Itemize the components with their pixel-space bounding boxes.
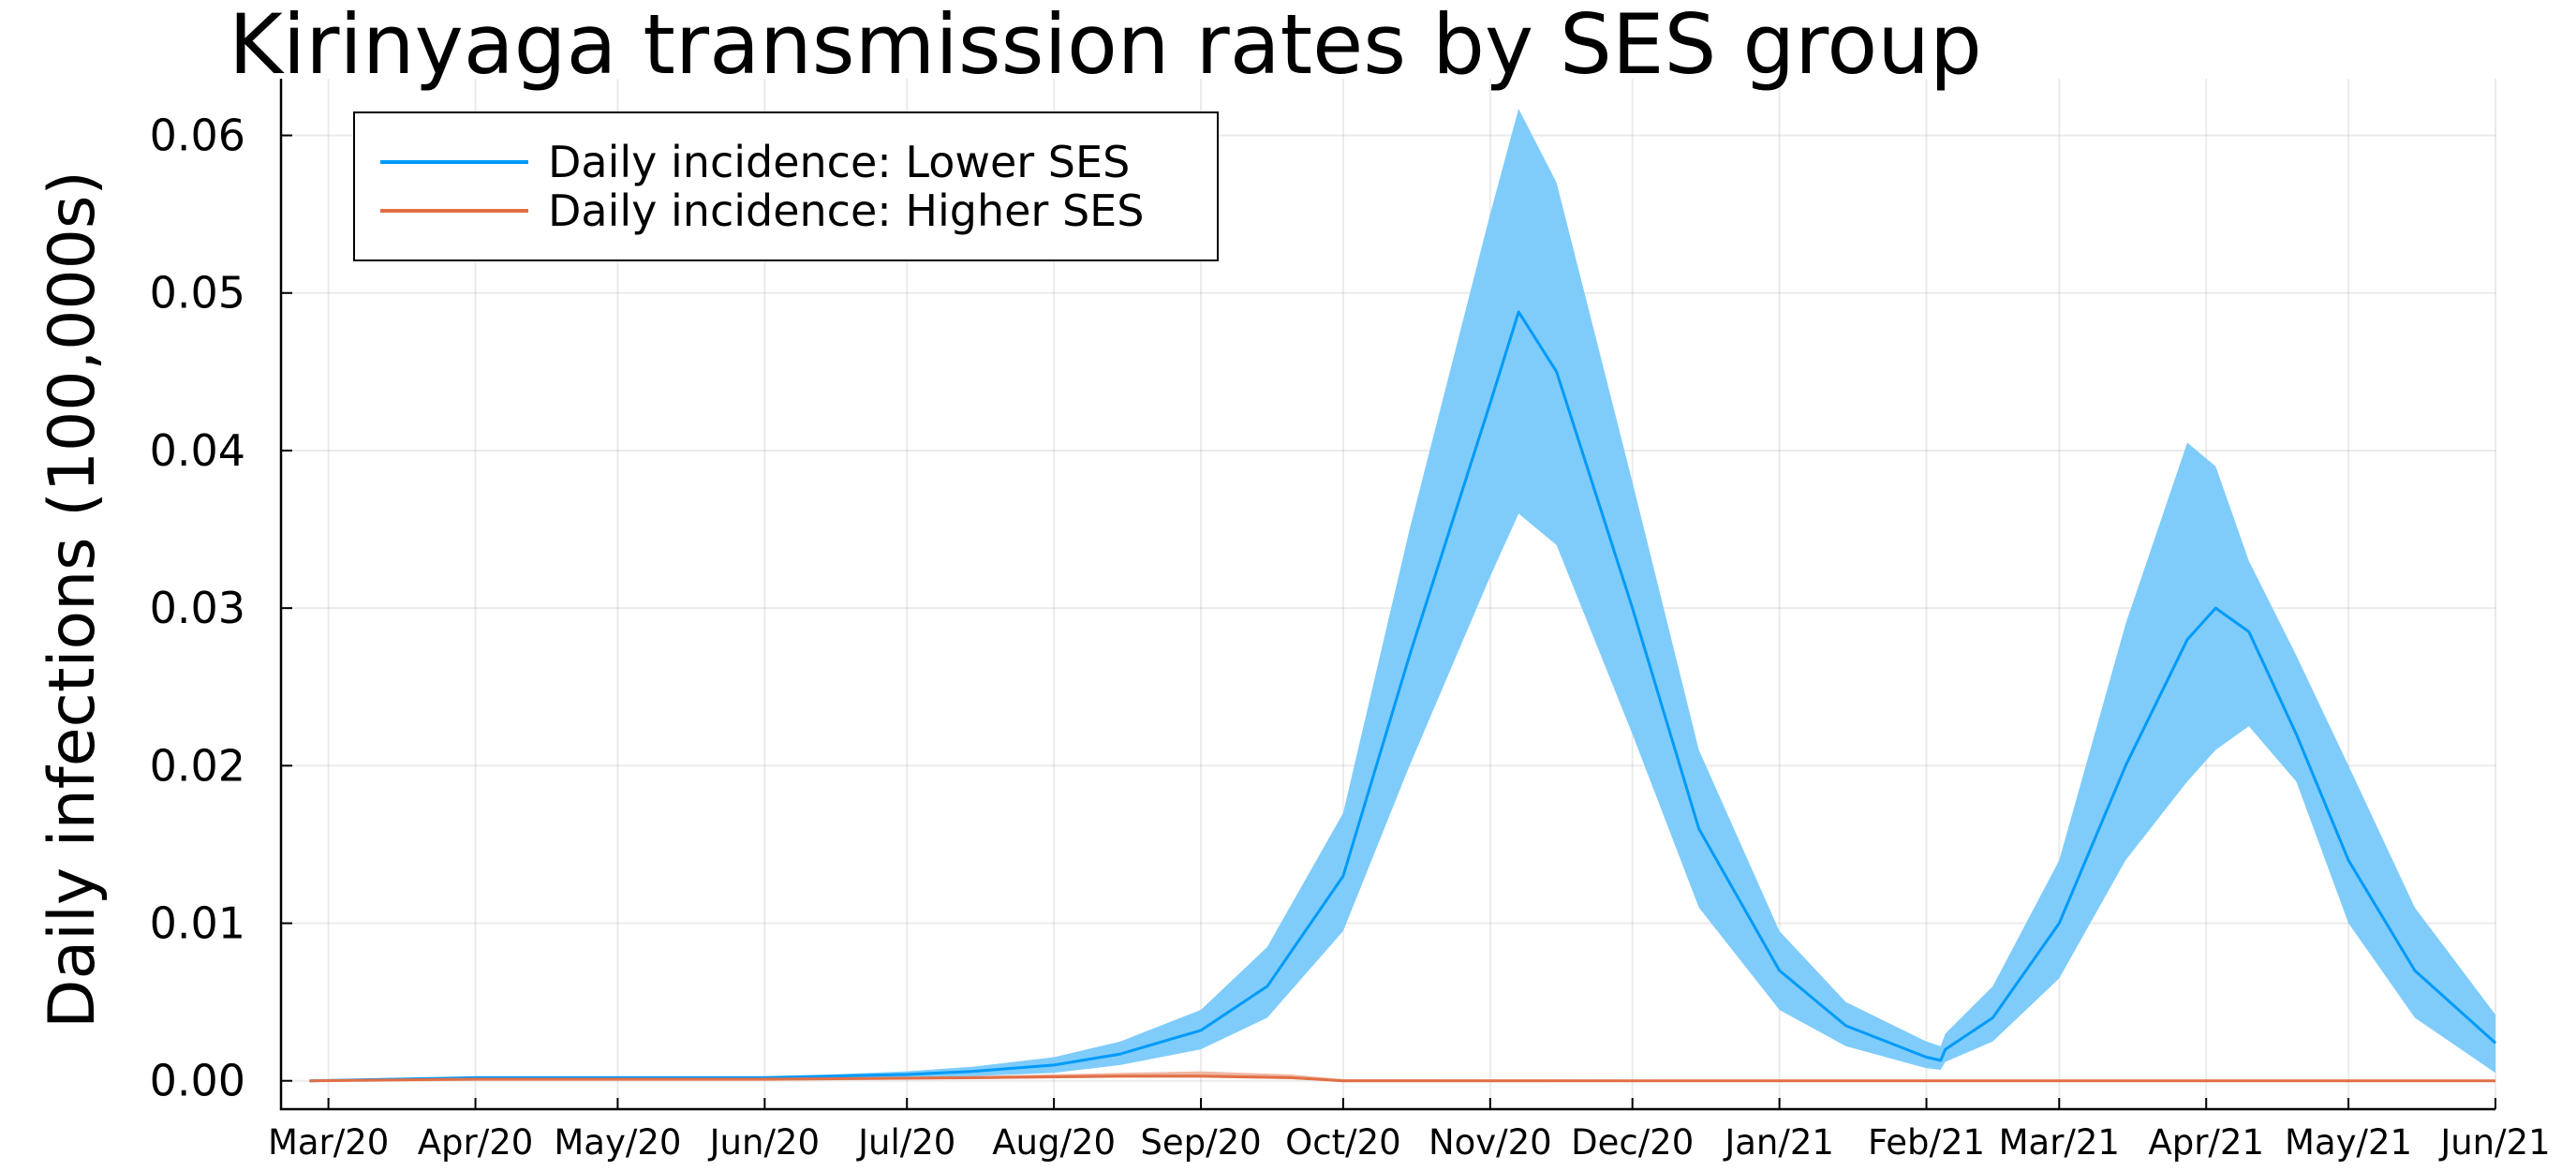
x-tick-label: Jul/20: [856, 1122, 955, 1163]
x-tick-label: Apr/20: [418, 1122, 534, 1163]
chart-title: Kirinyaga transmission rates by SES grou…: [229, 0, 1982, 93]
y-tick-label: 0.03: [150, 583, 245, 633]
x-tick-label: Aug/20: [992, 1122, 1116, 1163]
x-tick-label: Jan/21: [1723, 1122, 1834, 1163]
x-tick-label: Nov/20: [1429, 1122, 1552, 1163]
plot-axes: [279, 79, 2495, 1111]
x-tick-label: Oct/20: [1285, 1122, 1401, 1163]
y-tick-labels: 0.00 0.01 0.02 0.03 0.04 0.05 0.06: [150, 111, 292, 1106]
x-tick-label: Sep/20: [1140, 1122, 1261, 1163]
y-tick-label: 0.00: [150, 1056, 245, 1106]
legend: Daily incidence: Lower SES Daily inciden…: [353, 111, 1219, 261]
y-tick-label: 0.04: [150, 425, 245, 476]
x-tick-label: Mar/20: [268, 1122, 389, 1163]
legend-label-higher-ses: Daily incidence: Higher SES: [548, 185, 1144, 236]
y-tick-label: 0.02: [150, 740, 245, 791]
y-axis-label: Daily infections (100,000s): [36, 170, 110, 1029]
x-tick-label: Feb/21: [1868, 1122, 1985, 1163]
x-tick-label: May/21: [2285, 1122, 2412, 1163]
x-tick-label: May/20: [554, 1122, 681, 1163]
x-tick-label: Mar/21: [1999, 1122, 2120, 1163]
y-tick-label: 0.01: [150, 898, 245, 949]
x-tick-labels: Mar/20 Apr/20 May/20 Jun/20 Jul/20 Aug/20 Sep/…: [268, 1098, 2551, 1163]
line-higher-ses: [309, 1075, 2495, 1083]
band-lower-ses: [309, 109, 2496, 1081]
x-tick-label: Dec/20: [1571, 1122, 1694, 1163]
x-tick-label: Apr/21: [2148, 1122, 2264, 1163]
x-tick-label: Jun/20: [708, 1122, 820, 1163]
legend-label-lower-ses: Daily incidence: Lower SES: [548, 137, 1130, 187]
line-lower-ses: [309, 310, 2497, 1083]
legend-box: [353, 111, 1219, 261]
x-tick-label: Jun/21: [2438, 1122, 2550, 1163]
y-tick-label: 0.06: [150, 111, 245, 161]
series-lines: [309, 310, 2497, 1083]
y-tick-label: 0.05: [150, 268, 245, 319]
